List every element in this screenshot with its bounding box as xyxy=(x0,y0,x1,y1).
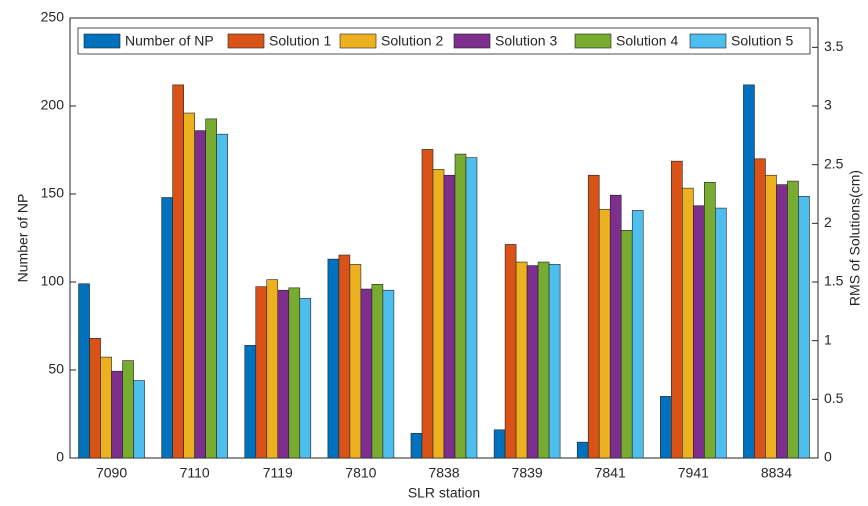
bar xyxy=(765,174,777,459)
legend-label: Solution 1 xyxy=(269,33,331,49)
bar xyxy=(754,158,766,459)
y2-tick-label: 2 xyxy=(824,214,832,230)
y-tick-label: 200 xyxy=(41,97,65,113)
bar xyxy=(100,356,112,459)
x-tick-label: 7839 xyxy=(512,465,543,481)
bar xyxy=(609,194,622,459)
bar xyxy=(172,84,184,459)
y2-tick-label: 2.5 xyxy=(824,155,844,171)
legend-label: Solution 2 xyxy=(381,33,443,49)
bar xyxy=(360,288,373,459)
bar xyxy=(465,157,478,459)
bar xyxy=(671,160,683,459)
x-axis-label: SLR station xyxy=(408,485,480,501)
legend-swatch xyxy=(227,33,265,49)
x-tick-label: 7941 xyxy=(678,465,709,481)
bar xyxy=(244,345,257,459)
bar xyxy=(299,298,312,459)
bar xyxy=(111,370,123,459)
bar xyxy=(493,429,506,459)
legend-swatch xyxy=(453,33,491,49)
bar xyxy=(338,254,351,459)
y-tick-label: 250 xyxy=(41,9,65,25)
y2-axis-label: RMS of Solutions(cm) xyxy=(847,170,863,306)
y2-tick-label: 0.5 xyxy=(824,390,844,406)
legend-box xyxy=(77,27,811,55)
bar xyxy=(255,286,268,459)
bar xyxy=(288,287,301,459)
bar xyxy=(410,433,423,459)
bar xyxy=(382,289,395,459)
bar xyxy=(183,112,195,459)
bar xyxy=(205,118,217,459)
y2-tick-label: 3.5 xyxy=(824,38,844,54)
legend-swatch xyxy=(83,33,121,49)
bar xyxy=(421,149,434,459)
bar xyxy=(122,360,134,459)
bar xyxy=(216,133,228,459)
x-tick-label: 7841 xyxy=(595,465,626,481)
bar xyxy=(798,196,810,459)
legend-swatch xyxy=(689,33,727,49)
y-tick-label: 100 xyxy=(41,273,65,289)
y-tick-label: 0 xyxy=(56,449,64,465)
bar xyxy=(277,289,290,459)
bar xyxy=(454,153,467,459)
x-tick-label: 7090 xyxy=(96,465,127,481)
x-tick-label: 7110 xyxy=(180,465,210,481)
legend-swatch xyxy=(574,33,612,49)
bar xyxy=(787,180,799,459)
bar xyxy=(537,261,550,459)
bar xyxy=(743,84,755,459)
y2-tick-label: 0 xyxy=(824,449,832,465)
bar xyxy=(266,279,279,459)
x-tick-label: 7838 xyxy=(428,465,459,481)
y-axis-label: Number of NP xyxy=(15,194,31,283)
y2-tick-label: 3 xyxy=(824,97,832,113)
bar xyxy=(371,284,384,459)
x-tick-label: 7119 xyxy=(263,465,293,481)
bar xyxy=(327,258,340,459)
legend-swatch xyxy=(339,33,377,49)
bar xyxy=(660,396,672,459)
bar xyxy=(349,264,362,459)
bar xyxy=(515,261,528,459)
x-tick-label: 8834 xyxy=(761,465,792,481)
bar xyxy=(194,130,206,459)
bar xyxy=(620,230,633,459)
bar xyxy=(704,181,716,459)
bar xyxy=(89,338,101,459)
y-tick-label: 150 xyxy=(41,185,65,201)
legend-label: Solution 5 xyxy=(731,33,793,49)
bar xyxy=(682,187,694,459)
bar xyxy=(161,197,173,459)
bar xyxy=(432,169,445,459)
legend-label: Number of NP xyxy=(125,33,214,49)
bar xyxy=(78,283,90,459)
bar xyxy=(133,380,145,459)
bar xyxy=(443,174,456,459)
legend-label: Solution 4 xyxy=(616,33,678,49)
bar xyxy=(776,184,788,459)
y2-tick-label: 1 xyxy=(824,331,832,347)
y-tick-label: 50 xyxy=(48,361,64,377)
legend-label: Solution 3 xyxy=(495,33,557,49)
bar xyxy=(504,244,517,459)
bar xyxy=(548,264,561,459)
x-tick-label: 7810 xyxy=(345,465,376,481)
bar xyxy=(526,265,539,459)
bar xyxy=(576,441,589,459)
y2-tick-label: 1.5 xyxy=(824,273,844,289)
bar xyxy=(715,207,727,459)
bar xyxy=(631,210,644,459)
bar xyxy=(587,174,600,459)
bar xyxy=(693,205,705,459)
bar xyxy=(598,208,611,459)
